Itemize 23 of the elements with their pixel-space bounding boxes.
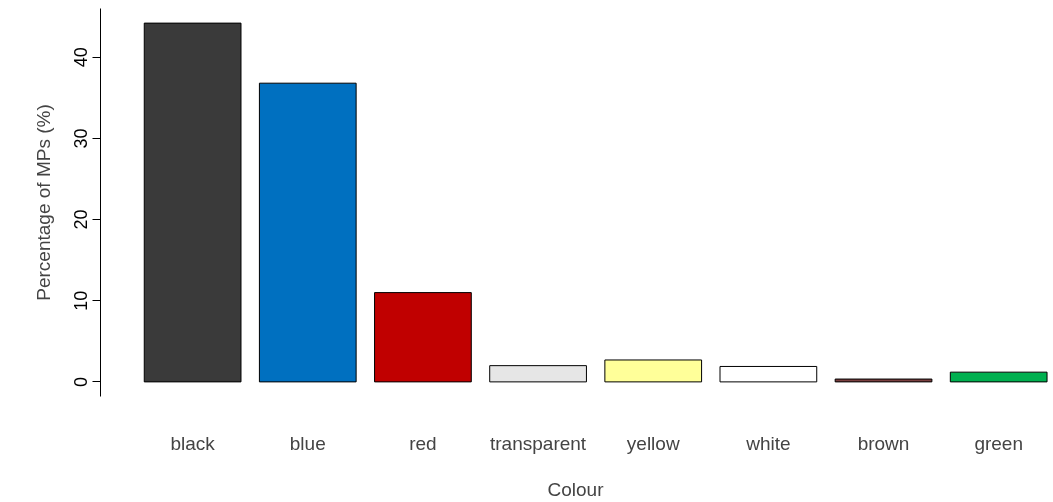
x-tick-label: brown [857,432,910,454]
bar [489,365,587,383]
x-tick-label: red [409,432,437,454]
x-tick-label: transparent [490,432,587,454]
bar [834,378,933,383]
x-tick-label: yellow [626,432,680,454]
y-tick-label: 10 [71,290,92,311]
bar [374,292,472,383]
y-tick-label: 20 [71,209,92,230]
bar [949,371,1048,383]
bar [719,365,818,383]
x-axis-title: Colour [547,478,605,500]
x-tick-label: green [974,432,1023,454]
y-axis-title: Percentage of MPs (%) [32,104,54,301]
bar [258,82,357,383]
y-tick-label: 30 [71,128,92,149]
x-tick-label: blue [289,432,326,454]
bar [604,359,703,383]
bar [143,22,242,383]
y-tick-label: 0 [71,376,92,387]
x-tick-label: black [170,432,216,454]
y-tick-label: 40 [71,47,92,68]
x-tick-label: white [745,432,791,454]
